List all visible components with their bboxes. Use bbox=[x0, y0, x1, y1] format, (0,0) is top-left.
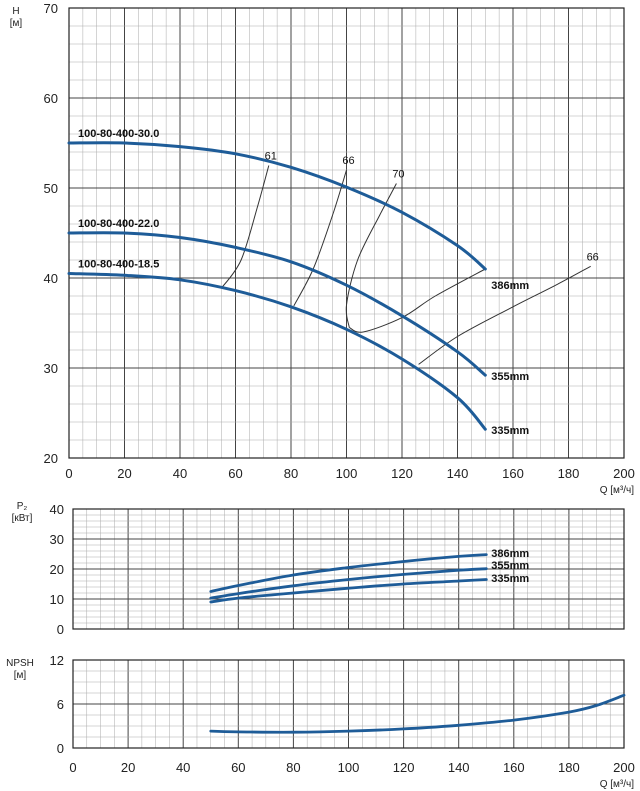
efficiency-label-66: 66 bbox=[587, 251, 599, 263]
head-curve-386mm bbox=[67, 141, 487, 271]
head-xtick-label: 80 bbox=[284, 466, 298, 481]
efficiency-line-66 bbox=[418, 265, 591, 365]
head-grid bbox=[68, 7, 625, 459]
npsh-xtick-label: 120 bbox=[393, 760, 415, 775]
head-xtick-label: 180 bbox=[558, 466, 580, 481]
power-impeller-label: 335mm bbox=[491, 573, 529, 585]
npsh-curves bbox=[209, 693, 626, 734]
head-xtick-label: 160 bbox=[502, 466, 524, 481]
head-ytick-label: 70 bbox=[44, 1, 58, 16]
head-ytick-label: 20 bbox=[44, 451, 58, 466]
power-ytick-label: 30 bbox=[50, 532, 64, 547]
power-tick-labels: 0 10 20 30 40 bbox=[50, 502, 64, 637]
power-ytick-label: 40 bbox=[50, 502, 64, 517]
head-ylabel: H bbox=[12, 6, 19, 17]
head-curves: 100-80-400-30.0 386mm 100-80-400-22.0 355mm… bbox=[67, 128, 529, 437]
npsh-ytick-label: 0 bbox=[57, 741, 64, 756]
head-impeller-label: 386mm bbox=[491, 280, 529, 292]
power-ytick-label: 0 bbox=[57, 622, 64, 637]
npsh-xtick-label: 80 bbox=[286, 760, 300, 775]
head-model-label: 100-80-400-18.5 bbox=[78, 259, 159, 271]
head-impeller-label: 335mm bbox=[491, 425, 529, 437]
head-xtick-label: 100 bbox=[336, 466, 358, 481]
npsh-xtick-label: 180 bbox=[558, 760, 580, 775]
head-xtick-label: 40 bbox=[173, 466, 187, 481]
head-ytick-label: 30 bbox=[44, 361, 58, 376]
power-curve-386mm bbox=[209, 553, 488, 593]
npsh-yunit: [м] bbox=[14, 670, 27, 681]
plot-frame bbox=[72, 508, 625, 630]
head-yunit: [м] bbox=[10, 18, 23, 29]
npsh-xtick-label: 160 bbox=[503, 760, 525, 775]
head-impeller-label: 355mm bbox=[491, 371, 529, 383]
head-ytick-label: 60 bbox=[44, 91, 58, 106]
head-curve-335mm bbox=[67, 272, 487, 431]
npsh-xtick-label: 40 bbox=[176, 760, 190, 775]
head-xtick-label: 200 bbox=[613, 466, 635, 481]
head-curve-355mm bbox=[67, 231, 487, 377]
npsh-ytick-label: 6 bbox=[57, 697, 64, 712]
efficiency-join-line bbox=[349, 268, 486, 333]
head-xtick-label: 20 bbox=[117, 466, 131, 481]
plot-frame bbox=[72, 659, 625, 749]
efficiency-line-61 bbox=[221, 165, 270, 289]
npsh-xtick-label: 140 bbox=[448, 760, 470, 775]
npsh-grid bbox=[72, 659, 625, 749]
power-ytick-label: 20 bbox=[50, 562, 64, 577]
head-xunit: Q [м³/ч] bbox=[600, 485, 635, 496]
efficiency-label-70: 70 bbox=[392, 169, 404, 181]
head-model-label: 100-80-400-22.0 bbox=[78, 218, 159, 230]
power-ytick-label: 10 bbox=[50, 592, 64, 607]
npsh-xtick-label: 200 bbox=[613, 760, 635, 775]
npsh-xtick-label: 60 bbox=[231, 760, 245, 775]
head-xtick-label: 60 bbox=[228, 466, 242, 481]
head-ytick-label: 50 bbox=[44, 181, 58, 196]
npsh-xtick-label: 0 bbox=[69, 760, 76, 775]
npsh-ytick-label: 12 bbox=[50, 653, 64, 668]
head-ytick-label: 40 bbox=[44, 271, 58, 286]
head-tick-labels: 20 30 40 50 60 70 0 20 40 60 80 100 120 140 160 180 200 bbox=[44, 1, 635, 481]
power-ylabel: P₂ bbox=[17, 501, 28, 512]
efficiency-line-66 bbox=[293, 169, 347, 307]
npsh-xtick-label: 20 bbox=[121, 760, 135, 775]
power-impeller-label: 355mm bbox=[491, 560, 529, 572]
head-xtick-label: 140 bbox=[447, 466, 469, 481]
npsh-ylabel: NPSH bbox=[6, 658, 34, 669]
power-impeller-label: 386mm bbox=[491, 548, 529, 560]
head-xtick-label: 0 bbox=[65, 466, 72, 481]
npsh-xunit: Q [м³/ч] bbox=[600, 779, 635, 790]
power-curve-335mm bbox=[209, 578, 488, 604]
head-xtick-label: 120 bbox=[391, 466, 413, 481]
power-yunit: [кВт] bbox=[12, 513, 33, 524]
npsh-xtick-label: 100 bbox=[338, 760, 360, 775]
power-curve-355mm bbox=[209, 567, 488, 600]
power-grid bbox=[72, 508, 625, 630]
efficiency-label-66: 66 bbox=[342, 155, 354, 167]
head-model-label: 100-80-400-30.0 bbox=[78, 128, 159, 140]
npsh-curve bbox=[209, 693, 626, 734]
